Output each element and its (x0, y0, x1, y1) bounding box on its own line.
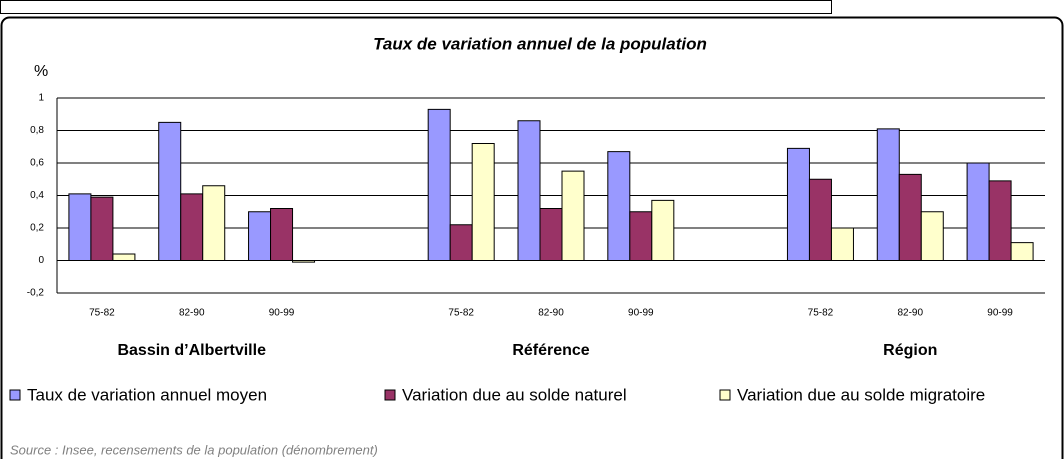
bar (898, 173, 922, 261)
legend-swatch (719, 389, 731, 401)
bar (68, 193, 92, 261)
bar (270, 208, 294, 261)
x-tick-label: 75-82 (448, 308, 474, 319)
y-axis-label: % (34, 63, 48, 80)
y-tick-label: -0,2 (27, 288, 45, 299)
y-tick-label: 0,6 (30, 158, 44, 169)
group-label: Bassin d’Albertville (117, 342, 266, 359)
bar (988, 180, 1012, 261)
bar (561, 170, 585, 261)
bar (607, 151, 631, 261)
bar (651, 199, 675, 261)
legend-label: Variation due au solde naturel (402, 385, 627, 404)
bar (248, 211, 272, 261)
group-label: Référence (512, 342, 589, 359)
bar (449, 224, 473, 261)
x-tick-label: 90-99 (269, 308, 295, 319)
x-tick-label: 82-90 (538, 308, 564, 319)
bar (966, 162, 990, 261)
top-box (0, 0, 832, 14)
bar (517, 120, 541, 261)
group-label: Région (883, 342, 937, 359)
bar (158, 121, 182, 261)
y-tick-label: 0,4 (30, 190, 44, 201)
legend-label: Taux de variation annuel moyen (27, 385, 267, 404)
bar (920, 211, 944, 261)
y-tick-label: 0 (38, 255, 44, 266)
x-tick-label: 75-82 (89, 308, 115, 319)
x-tick-label: 82-90 (179, 308, 205, 319)
bar (112, 253, 136, 261)
bar (808, 178, 832, 261)
x-tick-label: 75-82 (808, 308, 834, 319)
bar (427, 108, 451, 261)
bar (1010, 242, 1034, 261)
bar (539, 208, 563, 261)
y-tick-label: 0,2 (30, 223, 44, 234)
bar (471, 143, 495, 261)
y-tick-label: 0,8 (30, 125, 44, 136)
source: Source : Insee, recensements de la popul… (10, 442, 378, 457)
bar (830, 227, 854, 261)
y-tick-label: 1 (38, 93, 44, 104)
bar (90, 196, 114, 261)
legend-swatch (9, 389, 21, 401)
bar (292, 260, 316, 263)
x-tick-label: 82-90 (897, 308, 923, 319)
bar (786, 147, 810, 261)
x-tick-label: 90-99 (628, 308, 654, 319)
legend-swatch (384, 389, 396, 401)
x-tick-label: 90-99 (987, 308, 1013, 319)
legend-label: Variation due au solde migratoire (737, 385, 985, 404)
bar (876, 128, 900, 261)
bar (629, 211, 653, 261)
bar (180, 193, 204, 261)
bar (202, 185, 226, 261)
chart-title: Taux de variation annuel de la populatio… (373, 34, 707, 53)
